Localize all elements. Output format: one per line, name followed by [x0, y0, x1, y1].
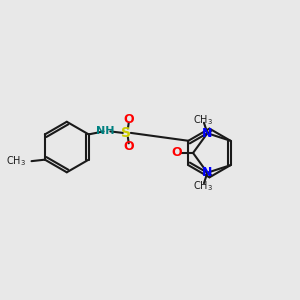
- Text: CH$_3$: CH$_3$: [6, 154, 26, 168]
- Text: CH$_3$: CH$_3$: [193, 113, 213, 127]
- Text: S: S: [122, 126, 131, 140]
- Text: O: O: [171, 146, 182, 160]
- Text: NH: NH: [96, 126, 114, 136]
- Text: CH$_3$: CH$_3$: [193, 179, 213, 193]
- Text: O: O: [124, 113, 134, 126]
- Text: O: O: [124, 140, 134, 153]
- Text: N: N: [202, 166, 213, 179]
- Text: N: N: [202, 127, 213, 140]
